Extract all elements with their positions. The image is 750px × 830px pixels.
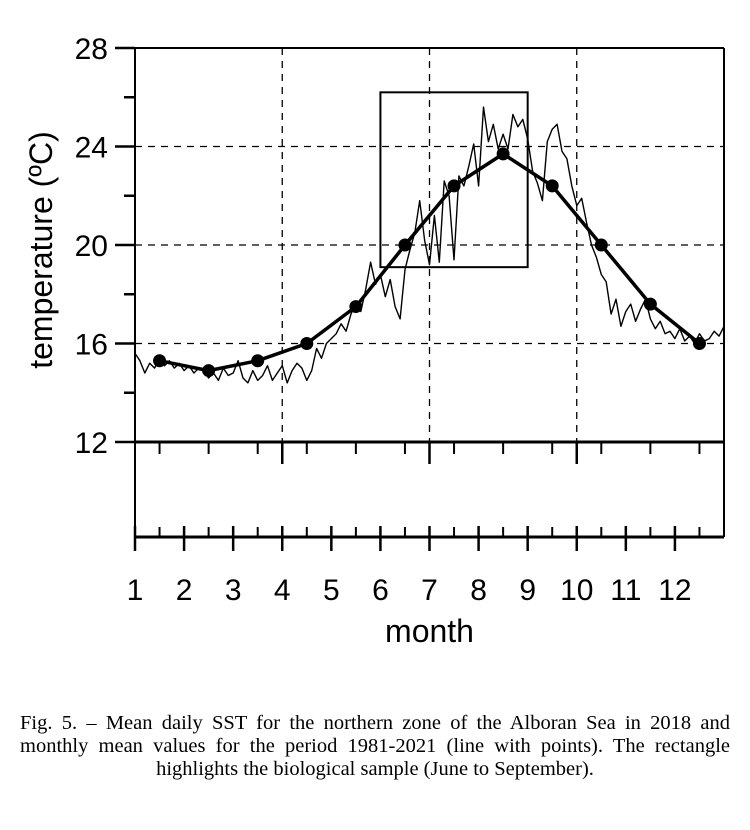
daily-sst-line (134, 106, 725, 384)
x-tick-label-12: 12 (658, 574, 691, 607)
monthly-mean-point-12 (692, 337, 706, 350)
y-tick-label-20: 20 (75, 230, 108, 263)
y-tick-label-24: 24 (75, 132, 108, 165)
monthly-mean-point-8 (496, 147, 510, 161)
monthly-mean-line (159, 152, 701, 373)
monthly-mean-point-11 (643, 297, 657, 311)
x-tick-label-4: 4 (274, 574, 291, 607)
x-tick-label-7: 7 (421, 574, 438, 607)
y-tick-label-16: 16 (75, 329, 108, 362)
monthly-mean-point-4 (300, 337, 314, 350)
x-tick-label-8: 8 (470, 574, 487, 607)
y-tick-label-28: 28 (75, 33, 108, 66)
highlight-box (379, 91, 529, 269)
y-tick-label-12: 12 (75, 427, 108, 460)
monthly-mean-point-2 (202, 364, 216, 378)
x-tick-label-3: 3 (225, 574, 242, 607)
monthly-mean-layer (153, 147, 706, 378)
monthly-mean-point-7 (447, 179, 461, 193)
x-axis-title: month (385, 613, 474, 649)
x-tick-label-5: 5 (323, 574, 340, 607)
x-tick-label-11: 11 (610, 574, 641, 607)
x-tick-label-2: 2 (176, 574, 193, 607)
x-tick-label-6: 6 (372, 574, 389, 607)
x-tick-label-1: 1 (127, 574, 144, 607)
figure-caption: Fig. 5. – Mean daily SST for the norther… (20, 712, 730, 780)
grid-lines (135, 48, 724, 442)
monthly-mean-point-9 (545, 179, 559, 193)
highlight-box-layer (379, 91, 529, 269)
monthly-mean-point-6 (398, 238, 412, 252)
monthly-mean-point-5 (349, 300, 363, 314)
daily-sst-layer (134, 106, 725, 384)
x-tick-label-9: 9 (519, 574, 536, 607)
monthly-mean-point-1 (153, 354, 167, 368)
monthly-mean-point-10 (594, 238, 608, 252)
axis-ticks (115, 46, 701, 551)
y-axis-title: temperature (ºC) (23, 131, 59, 369)
monthly-mean-point-3 (251, 354, 265, 368)
x-tick-label-10: 10 (560, 574, 593, 607)
